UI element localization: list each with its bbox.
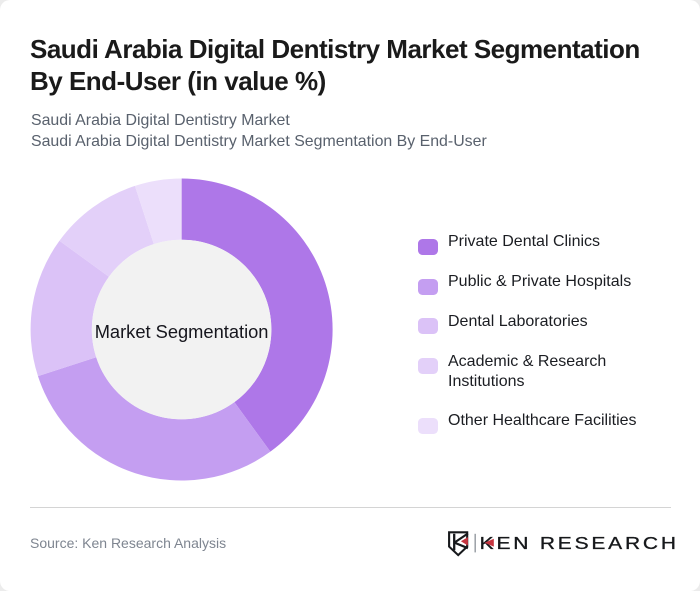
- svg-text:KEN RESEARCH: KEN RESEARCH: [480, 534, 679, 553]
